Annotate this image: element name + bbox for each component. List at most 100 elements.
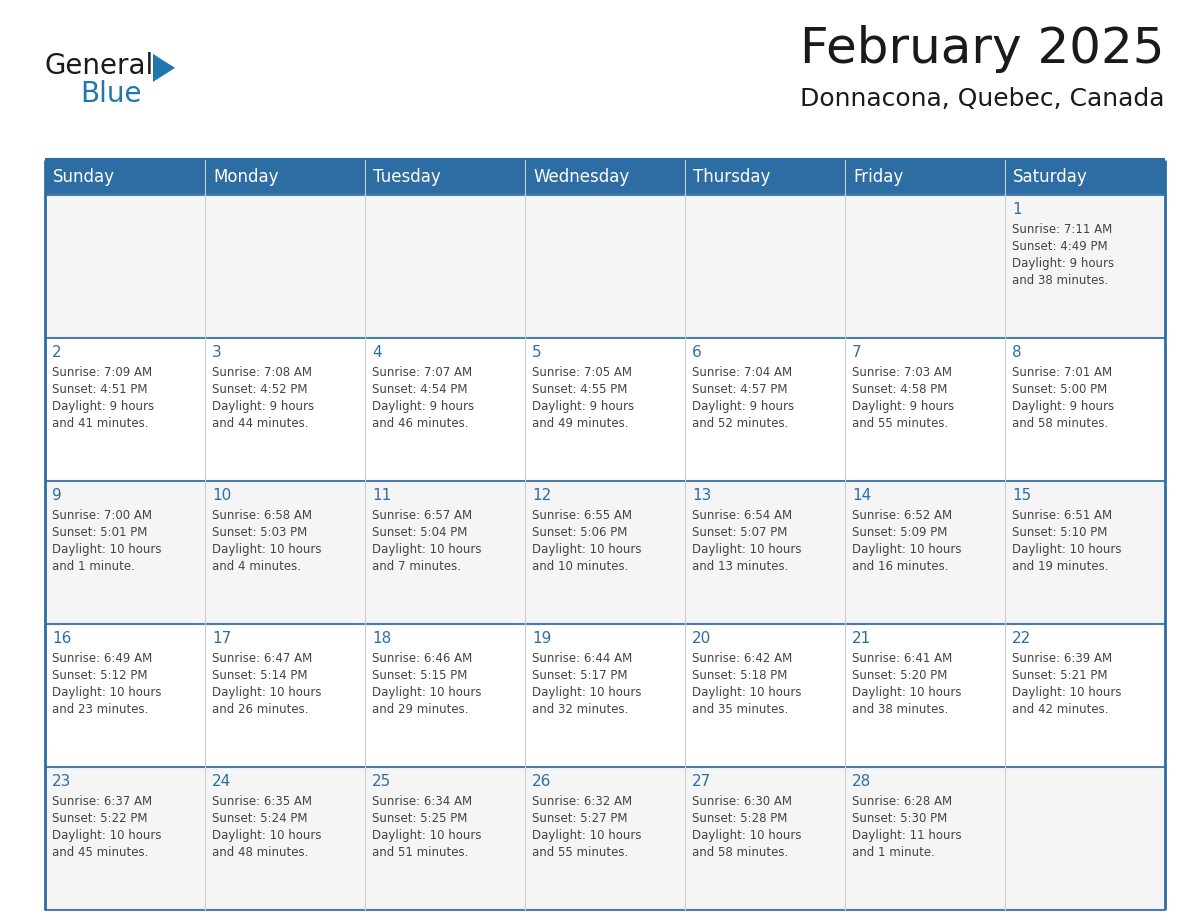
Text: and 19 minutes.: and 19 minutes. (1012, 560, 1108, 573)
Text: Daylight: 10 hours: Daylight: 10 hours (211, 829, 322, 842)
Text: Tuesday: Tuesday (373, 169, 441, 186)
Bar (845, 767, 1005, 910)
Bar (525, 338, 685, 481)
Text: Daylight: 9 hours: Daylight: 9 hours (532, 400, 634, 413)
Bar (45, 160, 206, 195)
Text: Wednesday: Wednesday (533, 169, 630, 186)
Text: Daylight: 10 hours: Daylight: 10 hours (532, 686, 642, 699)
Text: Sunset: 4:55 PM: Sunset: 4:55 PM (532, 383, 627, 396)
Polygon shape (153, 54, 175, 82)
Text: 25: 25 (372, 774, 391, 789)
Text: 14: 14 (852, 488, 871, 503)
Bar (525, 160, 685, 195)
Text: 19: 19 (532, 631, 551, 646)
Text: 26: 26 (532, 774, 551, 789)
Text: Sunrise: 6:41 AM: Sunrise: 6:41 AM (852, 652, 953, 665)
Text: Sunset: 5:01 PM: Sunset: 5:01 PM (52, 526, 147, 539)
Text: and 35 minutes.: and 35 minutes. (691, 703, 789, 716)
Text: and 1 minute.: and 1 minute. (852, 846, 935, 859)
Text: Sunset: 4:49 PM: Sunset: 4:49 PM (1012, 240, 1107, 253)
Bar (525, 195, 685, 338)
Bar (845, 338, 1005, 481)
Text: Sunset: 5:22 PM: Sunset: 5:22 PM (52, 812, 147, 825)
Text: 28: 28 (852, 774, 871, 789)
Text: and 51 minutes.: and 51 minutes. (372, 846, 468, 859)
Text: 27: 27 (691, 774, 712, 789)
Text: Sunset: 5:27 PM: Sunset: 5:27 PM (532, 812, 627, 825)
Bar (1005, 195, 1165, 338)
Text: and 55 minutes.: and 55 minutes. (852, 417, 948, 430)
Text: Sunset: 5:09 PM: Sunset: 5:09 PM (852, 526, 947, 539)
Text: Sunset: 4:52 PM: Sunset: 4:52 PM (211, 383, 308, 396)
Bar (685, 481, 845, 624)
Text: 3: 3 (211, 345, 222, 360)
Bar (525, 624, 685, 767)
Bar (845, 624, 1005, 767)
Text: Sunset: 5:25 PM: Sunset: 5:25 PM (372, 812, 467, 825)
Text: Sunrise: 6:49 AM: Sunrise: 6:49 AM (52, 652, 152, 665)
Text: Sunset: 5:24 PM: Sunset: 5:24 PM (211, 812, 308, 825)
Text: 4: 4 (372, 345, 381, 360)
Text: 16: 16 (52, 631, 71, 646)
Text: and 10 minutes.: and 10 minutes. (532, 560, 628, 573)
Text: 11: 11 (372, 488, 391, 503)
Text: Daylight: 9 hours: Daylight: 9 hours (1012, 400, 1114, 413)
Text: 12: 12 (532, 488, 551, 503)
Text: Friday: Friday (853, 169, 903, 186)
Text: and 7 minutes.: and 7 minutes. (372, 560, 461, 573)
Text: Sunset: 5:00 PM: Sunset: 5:00 PM (1012, 383, 1107, 396)
Bar (365, 624, 525, 767)
Bar (1005, 160, 1165, 195)
Bar (845, 195, 1005, 338)
Text: Sunset: 5:30 PM: Sunset: 5:30 PM (852, 812, 947, 825)
Text: Sunrise: 7:08 AM: Sunrise: 7:08 AM (211, 366, 312, 379)
Text: Blue: Blue (80, 80, 141, 108)
Text: General: General (45, 52, 154, 80)
Text: 20: 20 (691, 631, 712, 646)
Text: Sunset: 5:20 PM: Sunset: 5:20 PM (852, 669, 947, 682)
Text: Sunset: 4:58 PM: Sunset: 4:58 PM (852, 383, 947, 396)
Text: and 26 minutes.: and 26 minutes. (211, 703, 309, 716)
Bar (685, 624, 845, 767)
Text: Sunrise: 6:51 AM: Sunrise: 6:51 AM (1012, 509, 1112, 522)
Text: Daylight: 10 hours: Daylight: 10 hours (372, 686, 481, 699)
Text: and 46 minutes.: and 46 minutes. (372, 417, 468, 430)
Text: Sunrise: 7:11 AM: Sunrise: 7:11 AM (1012, 223, 1112, 236)
Text: and 42 minutes.: and 42 minutes. (1012, 703, 1108, 716)
Text: Sunset: 5:14 PM: Sunset: 5:14 PM (211, 669, 308, 682)
Text: 9: 9 (52, 488, 62, 503)
Bar (685, 160, 845, 195)
Text: Sunrise: 6:57 AM: Sunrise: 6:57 AM (372, 509, 472, 522)
Text: 23: 23 (52, 774, 71, 789)
Bar (45, 767, 206, 910)
Text: Sunrise: 7:07 AM: Sunrise: 7:07 AM (372, 366, 472, 379)
Text: Sunrise: 7:05 AM: Sunrise: 7:05 AM (532, 366, 632, 379)
Bar (685, 195, 845, 338)
Text: Sunrise: 6:54 AM: Sunrise: 6:54 AM (691, 509, 792, 522)
Text: Daylight: 10 hours: Daylight: 10 hours (52, 686, 162, 699)
Bar (365, 481, 525, 624)
Text: Sunset: 5:21 PM: Sunset: 5:21 PM (1012, 669, 1107, 682)
Text: Daylight: 11 hours: Daylight: 11 hours (852, 829, 961, 842)
Text: Daylight: 10 hours: Daylight: 10 hours (52, 829, 162, 842)
Text: Sunrise: 6:30 AM: Sunrise: 6:30 AM (691, 795, 792, 808)
Text: Daylight: 10 hours: Daylight: 10 hours (1012, 543, 1121, 556)
Text: Sunrise: 6:58 AM: Sunrise: 6:58 AM (211, 509, 312, 522)
Bar (845, 481, 1005, 624)
Text: Sunrise: 6:55 AM: Sunrise: 6:55 AM (532, 509, 632, 522)
Bar (1005, 338, 1165, 481)
Text: Sunset: 4:57 PM: Sunset: 4:57 PM (691, 383, 788, 396)
Bar (206, 160, 365, 195)
Text: Daylight: 10 hours: Daylight: 10 hours (852, 543, 961, 556)
Bar (685, 338, 845, 481)
Text: Sunrise: 6:34 AM: Sunrise: 6:34 AM (372, 795, 472, 808)
Text: Sunrise: 7:04 AM: Sunrise: 7:04 AM (691, 366, 792, 379)
Text: February 2025: February 2025 (801, 25, 1165, 73)
Text: and 58 minutes.: and 58 minutes. (691, 846, 789, 859)
Text: Daylight: 10 hours: Daylight: 10 hours (211, 543, 322, 556)
Text: 18: 18 (372, 631, 391, 646)
Text: Sunrise: 6:52 AM: Sunrise: 6:52 AM (852, 509, 952, 522)
Text: Daylight: 10 hours: Daylight: 10 hours (372, 543, 481, 556)
Bar (206, 624, 365, 767)
Bar (365, 195, 525, 338)
